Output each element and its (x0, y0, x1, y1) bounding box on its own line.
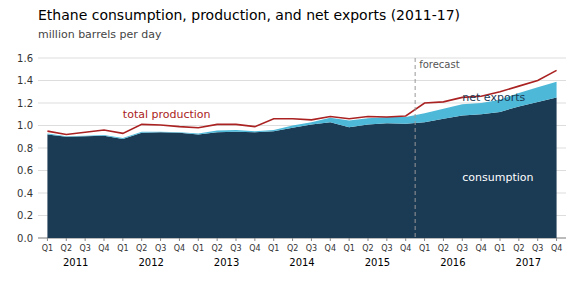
line (47, 70, 556, 134)
x-tick-label: Q3 (381, 244, 392, 253)
x-tick-label: Q1 (268, 244, 279, 253)
x-tick-label: Q1 (419, 244, 430, 253)
x-axis: Q1 Q2 Q3 Q4 Q1 Q2 Q3 Q4 Q1 Q2 Q3 Q4 Q1 Q2 Q3 Q4 Q1 Q2 Q3 Q4… (42, 238, 563, 268)
x-tick (556, 238, 557, 241)
year-label: 2017 (516, 257, 541, 268)
grid-line (38, 58, 566, 59)
forecast-label: forecast (419, 59, 460, 70)
series-label: net exports (462, 91, 525, 104)
title: Ethane consumption, production, and net … (38, 7, 460, 23)
x-tick (500, 238, 501, 241)
series-labels: consumption net exports total production (123, 91, 534, 184)
area (47, 82, 556, 139)
grid-line (38, 80, 566, 81)
x-tick (141, 238, 142, 241)
x-tick (386, 238, 387, 241)
x-tick (443, 238, 444, 241)
x-tick (104, 238, 105, 241)
y-axis: 0.0 0.2 0.4 0.6 0.8 1.0 1.2 1.4 1.6 (17, 53, 566, 244)
x-tick-label: Q2 (513, 244, 524, 253)
series-label: consumption (462, 171, 533, 184)
x-tick-label: Q3 (457, 244, 468, 253)
x-tick (122, 238, 123, 241)
x-tick-label: Q3 (532, 244, 543, 253)
x-tick-label: Q3 (230, 244, 241, 253)
chart: Ethane consumption, production, and net … (0, 0, 577, 293)
y-tick-label: 0.4 (17, 188, 33, 199)
year-label: 2015 (365, 257, 390, 268)
x-tick (273, 238, 274, 241)
x-tick-label: Q2 (61, 244, 72, 253)
x-tick-label: Q1 (494, 244, 505, 253)
x-tick-label: Q4 (98, 244, 109, 253)
year-label: 2012 (138, 257, 163, 268)
x-tick-label: Q2 (362, 244, 373, 253)
series-label: total production (123, 108, 211, 121)
y-tick-label: 1.2 (17, 98, 33, 109)
x-tick (217, 238, 218, 241)
x-tick (254, 238, 255, 241)
x-tick (236, 238, 237, 241)
x-tick (311, 238, 312, 241)
x-tick-label: Q4 (249, 244, 260, 253)
x-tick (537, 238, 538, 241)
year-label: 2013 (214, 257, 239, 268)
plot-area (47, 70, 556, 238)
x-tick-label: Q4 (174, 244, 185, 253)
y-tick-label: 1.6 (17, 53, 33, 64)
y-tick-label: 0.6 (17, 165, 33, 176)
x-tick-label: Q1 (117, 244, 128, 253)
x-tick (292, 238, 293, 241)
x-tick (424, 238, 425, 241)
y-tick-label: 1.4 (17, 75, 33, 86)
x-tick (349, 238, 350, 241)
x-tick (481, 238, 482, 241)
x-tick-label: Q3 (79, 244, 90, 253)
subtitle: million barrels per day (38, 28, 162, 41)
x-tick-label: Q1 (42, 244, 53, 253)
x-tick (85, 238, 86, 241)
x-tick-label: Q3 (306, 244, 317, 253)
x-tick-label: Q2 (136, 244, 147, 253)
x-tick (368, 238, 369, 241)
y-tick-label: 0.0 (17, 233, 33, 244)
y-tick-label: 0.8 (17, 143, 33, 154)
x-tick (518, 238, 519, 241)
year-label: 2014 (289, 257, 314, 268)
year-label: 2016 (440, 257, 465, 268)
x-tick-label: Q2 (211, 244, 222, 253)
x-tick-label: Q1 (193, 244, 204, 253)
x-tick-label: Q1 (343, 244, 354, 253)
x-tick-label: Q4 (475, 244, 486, 253)
x-tick-label: Q4 (551, 244, 562, 253)
y-tick-label: 1.0 (17, 120, 33, 131)
y-tick-label: 0.2 (17, 210, 33, 221)
x-tick-label: Q2 (287, 244, 298, 253)
year-label: 2011 (63, 257, 88, 268)
x-tick-label: Q2 (438, 244, 449, 253)
x-tick-label: Q4 (400, 244, 411, 253)
forecast-line (415, 58, 416, 238)
chart-container: Ethane consumption, production, and net … (0, 0, 577, 293)
x-tick (179, 238, 180, 241)
x-tick-label: Q3 (155, 244, 166, 253)
x-tick (462, 238, 463, 241)
x-tick (198, 238, 199, 241)
area (47, 97, 556, 238)
x-tick (66, 238, 67, 241)
x-tick (405, 238, 406, 241)
x-tick (330, 238, 331, 241)
x-tick (160, 238, 161, 241)
x-tick-label: Q4 (325, 244, 336, 253)
x-tick (47, 238, 48, 241)
